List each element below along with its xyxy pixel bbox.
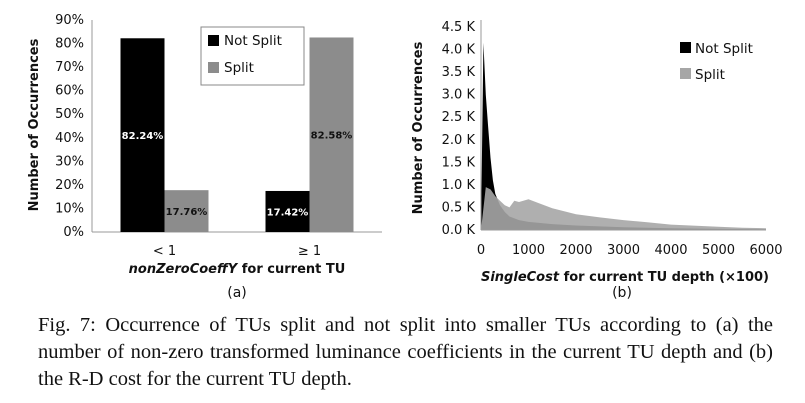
legend-label-not-split: Not Split <box>224 33 282 49</box>
legend-label-split: Split <box>695 67 725 83</box>
bar-not-split <box>120 38 165 232</box>
area-split <box>481 187 766 230</box>
x-tick-label: 2000 <box>559 243 592 258</box>
y-tick-label: 0.0 K <box>442 223 476 238</box>
y-ticks-b: 0.0 K 0.5 K 1.0 K 1.5 K 2.0 K 2.5 K 3.0 K 3.5 K… <box>442 20 476 238</box>
y-tick-label: 60% <box>55 84 84 99</box>
legend-a: Not Split Split <box>200 26 305 86</box>
bar-not-split <box>265 190 310 232</box>
x-tick-label: 6000 <box>749 243 782 258</box>
y-tick-label: 1.5 K <box>442 155 476 170</box>
x-axis-label-rest: for current TU depth (×100) <box>559 270 769 285</box>
y-tick-label: 2.5 K <box>442 110 476 125</box>
x-axis-label-rest: for current TU <box>237 262 345 277</box>
y-tick-label: 2.0 K <box>442 133 476 148</box>
bars-a: 82.24% 17.76% 17.42% 82.58% <box>120 37 354 232</box>
x-tick-label: 0 <box>477 243 485 258</box>
legend-swatch-split <box>208 62 219 73</box>
x-tick-label: 1000 <box>512 243 545 258</box>
figure-caption: Fig. 7: Occurrence of TUs split and not … <box>38 314 773 390</box>
chart-b: Number of Occurrences 0.0 K 0.5 K 1.0 K 1.5… <box>411 20 783 301</box>
bar-split <box>309 37 354 232</box>
x-axis-label-italic: nonZeroCoeffY <box>129 262 239 277</box>
x-tick-label: 4000 <box>654 243 687 258</box>
x-ticks-a: < 1 ≥ 1 <box>153 244 321 259</box>
chart-a: Number of Occurrences 0% 10% 20% 30% 40% 50% 6… <box>27 13 382 301</box>
y-tick-label: 3.0 K <box>442 88 476 103</box>
x-axis-label-italic: SingleCost <box>481 270 560 285</box>
y-tick-label: 4.5 K <box>442 20 476 35</box>
y-ticks-a: 0% 10% 20% 30% 40% 50% 60% 70% 80% 90% <box>55 13 84 240</box>
y-tick-label: 0% <box>63 225 84 240</box>
data-label: 17.42% <box>267 207 309 218</box>
y-tick-label: 40% <box>55 131 84 146</box>
legend-swatch-not-split <box>208 35 219 46</box>
legend-label-not-split: Not Split <box>695 41 753 57</box>
x-axis-title-b: SingleCost for current TU depth (×100) <box>481 270 769 285</box>
legend-swatch-not-split <box>680 42 691 53</box>
data-label: 82.24% <box>122 131 164 142</box>
data-label: 82.58% <box>311 131 353 142</box>
x-tick-label: < 1 <box>153 244 176 259</box>
areas-b <box>481 42 766 230</box>
x-axis-title-a: nonZeroCoeffY for current TU <box>129 262 346 277</box>
legend-label-split: Split <box>224 60 254 76</box>
panel-label-b: (b) <box>612 285 632 301</box>
y-axis-label: Number of Occurrences <box>411 41 426 214</box>
y-tick-label: 1.0 K <box>442 178 476 193</box>
y-axis-label: Number of Occurrences <box>27 38 42 211</box>
legend-b: Not Split Split <box>673 38 767 92</box>
y-tick-label: 3.5 K <box>442 65 476 80</box>
data-label: 17.76% <box>166 207 208 218</box>
y-tick-label: 10% <box>55 201 84 216</box>
y-tick-label: 70% <box>55 60 84 75</box>
y-axis-title-b: Number of Occurrences <box>411 41 426 214</box>
y-tick-label: 50% <box>55 107 84 122</box>
x-tick-label: 5000 <box>702 243 735 258</box>
x-ticks-b: 0 1000 2000 3000 4000 5000 6000 <box>477 243 783 258</box>
y-tick-label: 0.5 K <box>442 200 476 215</box>
x-tick-label: 3000 <box>607 243 640 258</box>
y-tick-label: 4.0 K <box>442 43 476 58</box>
bar-split <box>164 190 209 232</box>
panel-label-a: (a) <box>227 285 247 301</box>
x-tick-label: ≥ 1 <box>298 244 321 259</box>
y-axis-title-a: Number of Occurrences <box>27 38 42 211</box>
y-tick-label: 30% <box>55 154 84 169</box>
y-tick-label: 20% <box>55 178 84 193</box>
y-tick-label: 90% <box>55 13 84 28</box>
legend-swatch-split <box>680 68 691 79</box>
y-tick-label: 80% <box>55 37 84 52</box>
